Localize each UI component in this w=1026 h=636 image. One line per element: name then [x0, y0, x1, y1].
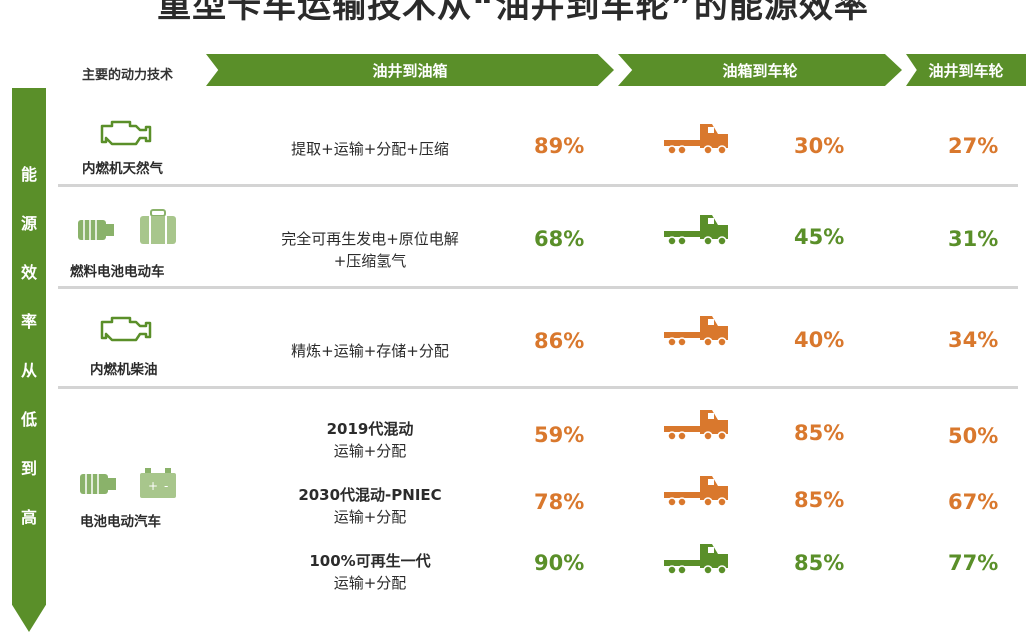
- truck-icon: [664, 213, 732, 249]
- efficiency-arrow-label: 能 源 效 率 从 低 到 高: [20, 165, 37, 527]
- process-text: 精炼+运输+存储+分配: [291, 342, 449, 360]
- well-to-tank-value: 90%: [534, 551, 585, 575]
- engine-icon: [100, 316, 152, 342]
- truck-icon: [664, 314, 732, 350]
- truck-icon: [664, 122, 732, 158]
- svg-text:-: -: [164, 479, 168, 493]
- tank-to-wheel-value: 40%: [794, 328, 845, 352]
- tank-to-wheel-value: 45%: [794, 225, 845, 249]
- truck-icon: [664, 474, 732, 510]
- fuel-cell-icon: [78, 220, 114, 240]
- bev-sub-2019: 2019代混动 运输+分配: [326, 420, 414, 460]
- electric-motor-icon: [80, 474, 116, 494]
- tank-to-wheel-value: 85%: [794, 488, 845, 512]
- hydrogen-tank-icon: [140, 209, 176, 244]
- row-separator: [58, 386, 1018, 389]
- well-to-tank-value: 78%: [534, 490, 585, 514]
- tank-to-wheel-value: 85%: [794, 421, 845, 445]
- well-to-wheel-value: 67%: [948, 490, 999, 514]
- tank-to-wheel-value: 85%: [794, 551, 845, 575]
- well-to-tank-value: 59%: [534, 423, 585, 447]
- process-text: 完全可再生发电+原位电解 +压缩氢气: [281, 230, 459, 270]
- well-to-tank-value: 89%: [534, 134, 585, 158]
- well-to-wheel-value: 34%: [948, 328, 999, 352]
- tech-label-fcev: 燃料电池电动车: [70, 264, 165, 280]
- tech-label-diesel-ice: 内燃机柴油: [90, 362, 158, 378]
- stage-tank-to-wheel-header: 油箱到车轮: [618, 54, 902, 86]
- efficiency-arrow: [12, 88, 46, 632]
- page-title: 重型卡车运输技术从“油井到车轮”的能源效率: [157, 0, 869, 26]
- row-separator: [58, 286, 1018, 289]
- tech-label-cng-ice: 内燃机天然气: [82, 161, 163, 177]
- row-separator: [58, 184, 1018, 187]
- well-to-tank-value: 86%: [534, 329, 585, 353]
- bev-sub-renewable: 100%可再生一代 运输+分配: [309, 552, 431, 592]
- tank-to-wheel-value: 30%: [794, 134, 845, 158]
- stage-well-to-wheel-header: 油井到车轮: [906, 54, 1026, 86]
- bev-sub-2030: 2030代混动-PNIEC 运输+分配: [298, 486, 442, 526]
- truck-icon: [664, 408, 732, 444]
- well-to-wheel-value: 77%: [948, 551, 999, 575]
- stage-well-to-tank-header: 油井到油箱: [206, 54, 614, 86]
- well-to-wheel-value: 50%: [948, 424, 999, 448]
- tech-label-bev: 电池电动汽车: [80, 514, 161, 530]
- well-to-wheel-value: 31%: [948, 227, 999, 251]
- process-text: 提取+运输+分配+压缩: [291, 140, 449, 158]
- battery-icon: + -: [140, 468, 176, 498]
- header-label: 主要的动力技术: [82, 68, 174, 83]
- well-to-tank-value: 68%: [534, 227, 585, 251]
- well-to-wheel-value: 27%: [948, 134, 999, 158]
- svg-text:+: +: [148, 479, 158, 493]
- engine-icon: [100, 120, 152, 146]
- truck-icon: [664, 542, 732, 578]
